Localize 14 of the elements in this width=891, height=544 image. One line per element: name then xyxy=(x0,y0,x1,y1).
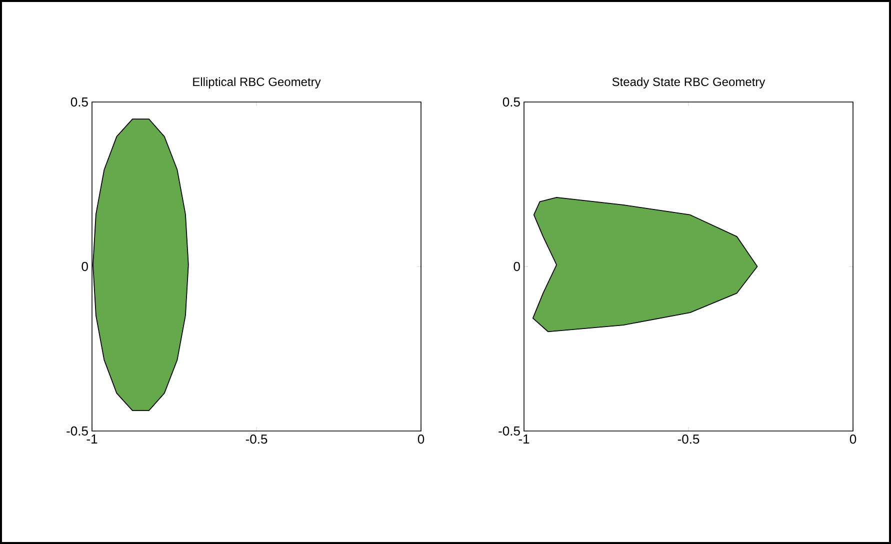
x-tick-label: 0 xyxy=(418,434,424,444)
x-tick-label: -1 xyxy=(518,434,530,444)
y-tick-label: 0 xyxy=(82,262,88,272)
y-tick-label: 0 xyxy=(514,262,520,272)
x-tick-label: 0 xyxy=(850,434,856,444)
x-tick-label: -1 xyxy=(86,434,98,444)
x-tick-label: -0.5 xyxy=(246,434,268,444)
chart-title: Steady State RBC Geometry xyxy=(612,77,766,88)
y-tick-label: -0.5 xyxy=(66,426,88,436)
y-tick-label: 0.5 xyxy=(70,97,88,107)
x-tick-label: -0.5 xyxy=(678,434,700,444)
chart-title: Elliptical RBC Geometry xyxy=(193,77,321,88)
y-tick-label: -0.5 xyxy=(498,426,520,436)
y-tick-label: 0.5 xyxy=(502,97,520,107)
